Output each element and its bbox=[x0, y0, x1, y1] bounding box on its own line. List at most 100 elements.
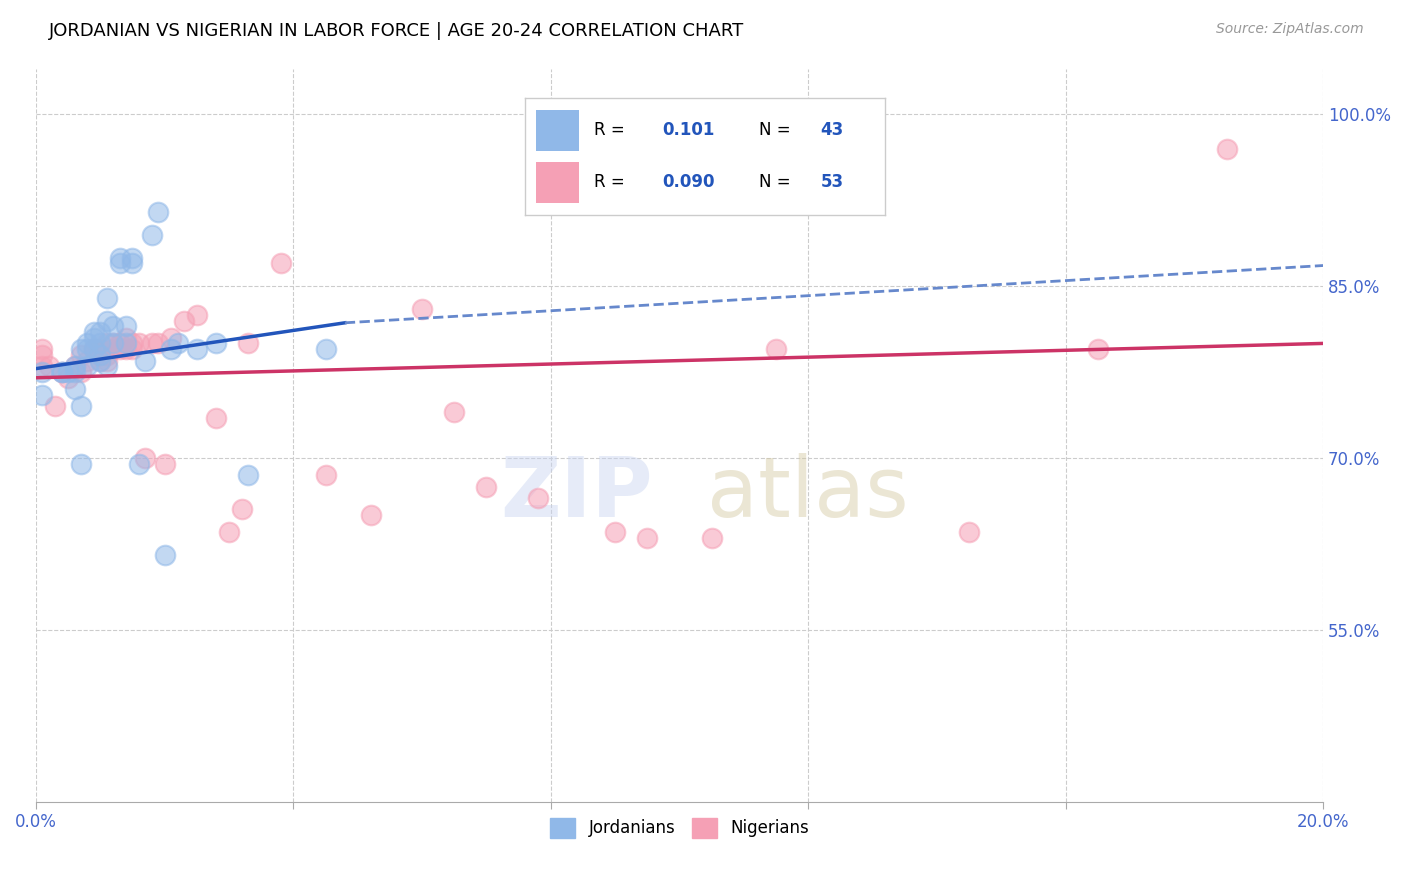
Point bbox=[605, 525, 627, 540]
Point bbox=[83, 342, 105, 356]
Point bbox=[128, 457, 150, 471]
Point bbox=[89, 336, 111, 351]
Point bbox=[31, 365, 53, 379]
Point bbox=[108, 251, 131, 265]
Point bbox=[89, 353, 111, 368]
Point bbox=[957, 525, 980, 540]
Point bbox=[83, 342, 105, 356]
Point bbox=[231, 502, 253, 516]
Point bbox=[76, 336, 98, 351]
Point bbox=[70, 457, 93, 471]
Point bbox=[1087, 342, 1109, 356]
Point bbox=[134, 353, 156, 368]
Point bbox=[63, 359, 86, 374]
Point bbox=[108, 256, 131, 270]
Point bbox=[63, 365, 86, 379]
Text: JORDANIAN VS NIGERIAN IN LABOR FORCE | AGE 20-24 CORRELATION CHART: JORDANIAN VS NIGERIAN IN LABOR FORCE | A… bbox=[49, 22, 744, 40]
Point bbox=[108, 342, 131, 356]
Point bbox=[153, 549, 176, 563]
Point bbox=[101, 319, 124, 334]
Point bbox=[115, 319, 138, 334]
Point bbox=[315, 468, 337, 483]
Text: atlas: atlas bbox=[707, 453, 910, 534]
Point bbox=[63, 382, 86, 396]
Point bbox=[700, 531, 723, 545]
Point bbox=[160, 342, 183, 356]
Point bbox=[31, 342, 53, 356]
Point bbox=[115, 342, 138, 356]
Point bbox=[153, 457, 176, 471]
Point bbox=[360, 508, 382, 523]
Point bbox=[89, 348, 111, 362]
Point bbox=[70, 365, 93, 379]
Point bbox=[411, 301, 433, 316]
Point bbox=[173, 313, 195, 327]
Legend: Jordanians, Nigerians: Jordanians, Nigerians bbox=[544, 811, 815, 845]
Point bbox=[63, 359, 86, 374]
Point bbox=[141, 336, 163, 351]
Point bbox=[76, 359, 98, 374]
Point bbox=[70, 400, 93, 414]
Point bbox=[96, 353, 118, 368]
Point bbox=[148, 204, 170, 219]
Point bbox=[315, 342, 337, 356]
Point bbox=[636, 531, 658, 545]
Point bbox=[44, 400, 66, 414]
Point bbox=[166, 336, 188, 351]
Point bbox=[134, 450, 156, 465]
Point bbox=[83, 331, 105, 345]
Point bbox=[115, 336, 138, 351]
Point bbox=[83, 342, 105, 356]
Point bbox=[56, 365, 79, 379]
Point bbox=[89, 353, 111, 368]
Point bbox=[31, 348, 53, 362]
Point bbox=[121, 342, 143, 356]
Point bbox=[51, 365, 73, 379]
Point bbox=[101, 336, 124, 351]
Point bbox=[89, 348, 111, 362]
Point bbox=[96, 291, 118, 305]
Point bbox=[475, 480, 498, 494]
Point bbox=[76, 342, 98, 356]
Point bbox=[51, 365, 73, 379]
Point bbox=[108, 336, 131, 351]
Point bbox=[1215, 142, 1237, 156]
Point bbox=[218, 525, 240, 540]
Point bbox=[96, 336, 118, 351]
Point bbox=[238, 468, 260, 483]
Point bbox=[270, 256, 292, 270]
Point bbox=[70, 348, 93, 362]
Point bbox=[527, 491, 550, 505]
Point bbox=[101, 342, 124, 356]
Point bbox=[121, 336, 143, 351]
Point bbox=[205, 410, 228, 425]
Point bbox=[238, 336, 260, 351]
Point bbox=[51, 365, 73, 379]
Point bbox=[148, 336, 170, 351]
Point bbox=[89, 325, 111, 339]
Point bbox=[205, 336, 228, 351]
Point bbox=[121, 256, 143, 270]
Point bbox=[96, 313, 118, 327]
Point bbox=[38, 359, 60, 374]
Text: ZIP: ZIP bbox=[501, 453, 652, 534]
Point bbox=[443, 405, 465, 419]
Point bbox=[31, 359, 53, 374]
Point bbox=[186, 342, 208, 356]
Text: Source: ZipAtlas.com: Source: ZipAtlas.com bbox=[1216, 22, 1364, 37]
Point bbox=[96, 359, 118, 374]
Point bbox=[83, 325, 105, 339]
Point bbox=[101, 336, 124, 351]
Point bbox=[96, 348, 118, 362]
Point bbox=[128, 336, 150, 351]
Point bbox=[115, 331, 138, 345]
Point bbox=[121, 251, 143, 265]
Point bbox=[141, 227, 163, 242]
Point bbox=[70, 342, 93, 356]
Point bbox=[76, 353, 98, 368]
Point bbox=[160, 331, 183, 345]
Point bbox=[186, 308, 208, 322]
Point bbox=[31, 388, 53, 402]
Point bbox=[765, 342, 787, 356]
Point bbox=[89, 342, 111, 356]
